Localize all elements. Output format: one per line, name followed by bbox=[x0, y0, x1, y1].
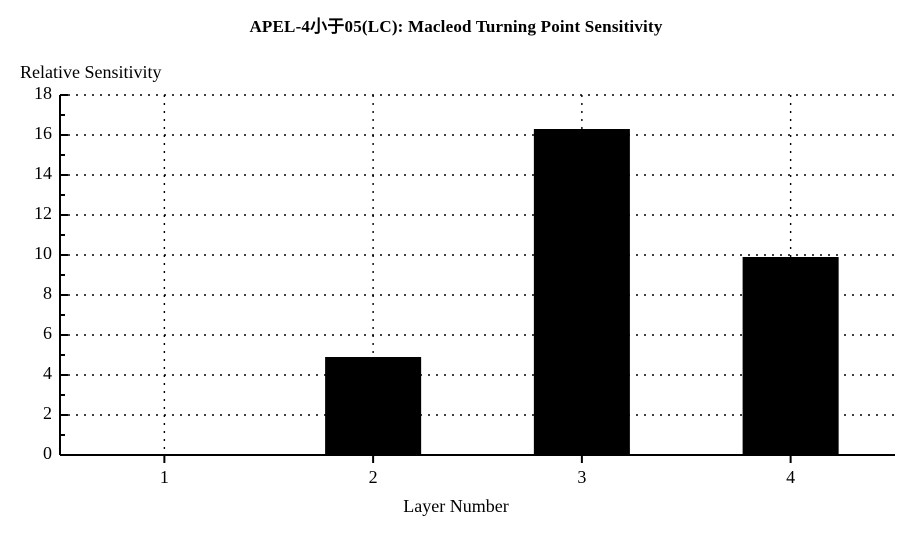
bar bbox=[534, 129, 630, 455]
y-tick-label: 14 bbox=[34, 163, 52, 183]
y-tick-label: 10 bbox=[34, 243, 52, 263]
y-axis-label: Relative Sensitivity bbox=[20, 62, 162, 83]
bar bbox=[325, 357, 421, 455]
bar bbox=[743, 257, 839, 455]
x-tick-label: 3 bbox=[577, 467, 586, 487]
y-tick-label: 4 bbox=[43, 363, 52, 383]
chart-svg: 0246810121416181234 bbox=[60, 95, 895, 505]
plot-area: 0246810121416181234 bbox=[60, 95, 895, 455]
y-tick-label: 12 bbox=[34, 203, 52, 223]
x-tick-label: 4 bbox=[786, 467, 795, 487]
chart-container: APEL-4小于05(LC): Macleod Turning Point Se… bbox=[0, 0, 912, 536]
x-tick-label: 2 bbox=[369, 467, 378, 487]
y-tick-label: 18 bbox=[34, 83, 52, 103]
y-tick-label: 16 bbox=[34, 123, 52, 143]
chart-title: APEL-4小于05(LC): Macleod Turning Point Se… bbox=[0, 12, 912, 37]
y-tick-label: 2 bbox=[43, 403, 52, 423]
y-tick-label: 8 bbox=[43, 283, 52, 303]
x-tick-label: 1 bbox=[160, 467, 169, 487]
y-tick-label: 6 bbox=[43, 323, 52, 343]
y-tick-label: 0 bbox=[43, 443, 52, 463]
